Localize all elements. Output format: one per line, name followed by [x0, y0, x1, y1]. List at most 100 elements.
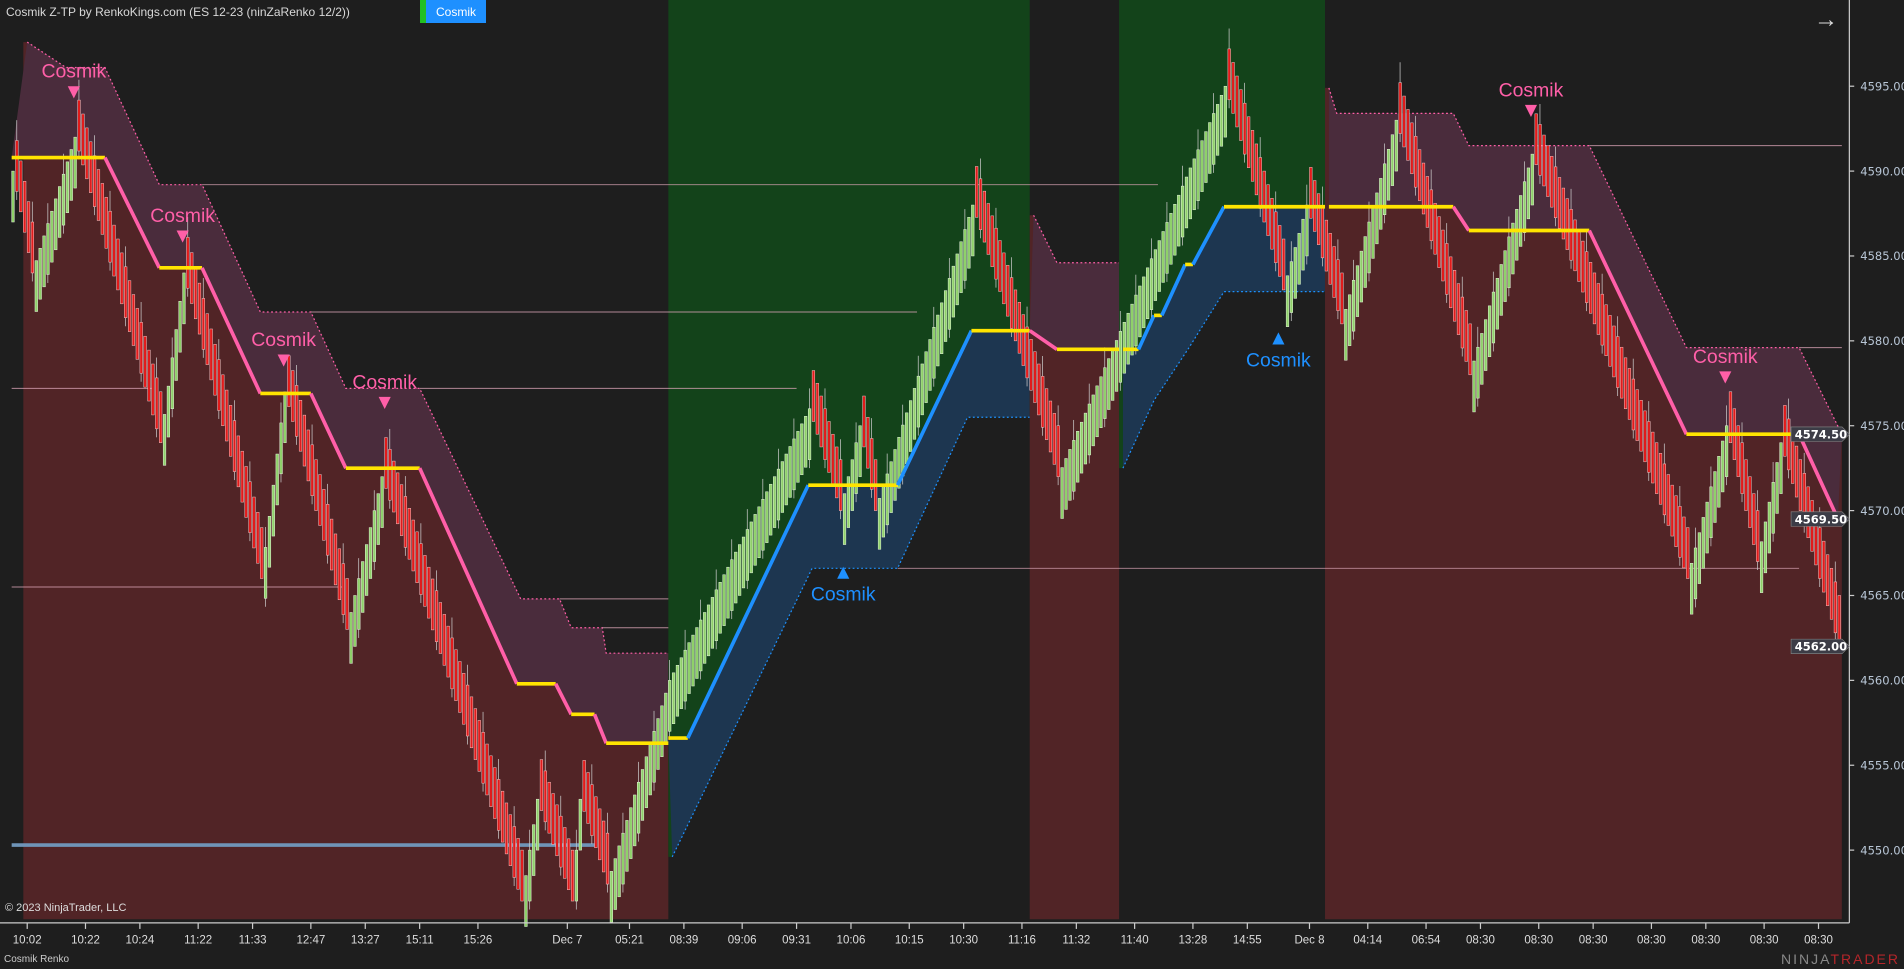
up-bar: [1371, 207, 1375, 259]
down-bar: [1752, 493, 1756, 545]
up-bar: [1130, 303, 1134, 356]
up-bar: [1149, 258, 1154, 310]
down-bar: [322, 489, 326, 541]
trailing-stop-segment: [103, 156, 161, 269]
down-bar: [1565, 198, 1569, 250]
up-bar: [357, 578, 361, 630]
x-tick-label: 15:11: [406, 935, 434, 947]
x-tick-label: 08:30: [1466, 935, 1495, 947]
x-tick-label: 13:27: [351, 935, 380, 947]
down-bar: [1025, 326, 1029, 379]
down-bar: [1740, 442, 1744, 494]
down-bar: [1002, 252, 1006, 305]
x-tick-label: 11:33: [239, 935, 267, 947]
signal-arrow-down-icon: [1719, 371, 1732, 384]
down-bar: [1569, 209, 1573, 261]
up-bar: [1087, 403, 1091, 456]
up-bar: [1530, 153, 1534, 206]
down-bar: [819, 395, 823, 448]
up-bar: [905, 412, 909, 464]
up-bar: [773, 476, 777, 528]
down-bar: [159, 391, 163, 443]
up-bar: [170, 357, 174, 409]
up-bar: [283, 391, 287, 443]
up-bar: [749, 521, 753, 574]
price-marker: [1790, 426, 1850, 442]
down-bar: [1243, 102, 1247, 155]
up-bar: [535, 798, 540, 851]
down-bar: [1332, 246, 1336, 298]
x-tick-label: 04:14: [1353, 935, 1382, 947]
up-bar: [699, 619, 703, 672]
cosmik-button[interactable]: Cosmik: [420, 0, 486, 23]
down-bar: [466, 684, 470, 737]
up-bar: [1367, 221, 1371, 274]
up-bar: [1690, 562, 1694, 615]
x-tick-label: 11:16: [1008, 935, 1036, 947]
down-bar: [77, 99, 81, 152]
up-bar: [675, 665, 680, 717]
x-tick-label: Dec 7: [552, 935, 582, 947]
down-bar: [594, 796, 598, 848]
down-bar: [147, 349, 151, 402]
arrow-right-icon[interactable]: →: [1814, 6, 1838, 33]
y-tick-label: 4595.00: [1860, 79, 1904, 93]
down-bar: [1406, 109, 1410, 161]
up-bar: [1146, 267, 1150, 319]
price-marker-label: 4569.50: [1795, 512, 1847, 526]
up-bar: [617, 845, 621, 898]
down-bar: [1585, 251, 1589, 303]
down-bar: [1631, 378, 1635, 431]
down-bar: [1231, 62, 1235, 114]
down-bar: [291, 370, 295, 422]
up-bar: [1709, 486, 1713, 539]
up-bar: [174, 329, 178, 381]
up-bar: [1351, 279, 1356, 332]
down-bar: [1464, 310, 1468, 362]
down-bar: [19, 160, 23, 213]
up-bar: [1515, 209, 1519, 261]
up-bar: [1721, 440, 1725, 493]
down-bar: [504, 802, 509, 855]
down-bar: [520, 849, 524, 902]
down-bar: [1581, 240, 1585, 293]
down-bar: [1227, 48, 1231, 101]
up-bar: [1301, 218, 1305, 271]
down-bar: [427, 566, 431, 619]
down-bar: [862, 395, 866, 448]
support-band: [1122, 206, 1326, 469]
y-tick-label: 4565.00: [1860, 589, 1904, 603]
up-bar: [625, 820, 629, 872]
up-bar: [1072, 440, 1076, 492]
up-bar: [714, 589, 718, 641]
up-bar: [361, 561, 365, 613]
down-bar: [104, 197, 108, 249]
down-bar: [543, 770, 547, 823]
up-bar: [38, 248, 42, 300]
up-bar: [574, 849, 579, 902]
up-bar: [69, 149, 73, 201]
up-bar: [633, 794, 637, 847]
down-bar: [1623, 357, 1628, 409]
down-bar: [1794, 445, 1799, 498]
down-bar: [139, 322, 143, 374]
down-bar: [190, 252, 194, 304]
up-bar: [42, 235, 46, 288]
down-bar: [1052, 413, 1056, 465]
up-bar: [671, 672, 676, 724]
x-tick-label: 10:24: [125, 935, 154, 947]
up-bar: [578, 798, 582, 851]
x-tick-label: 08:30: [1524, 935, 1553, 947]
down-bar: [508, 814, 512, 866]
down-bar: [388, 449, 392, 501]
up-bar: [932, 327, 936, 379]
signal-arrow-up-icon: [1272, 332, 1285, 345]
x-tick-label: 08:39: [669, 935, 698, 947]
down-bar: [298, 400, 303, 452]
up-bar: [61, 173, 66, 226]
down-bar: [469, 696, 474, 749]
down-bar: [598, 808, 602, 861]
up-bar: [757, 506, 761, 559]
up-bar: [1293, 247, 1297, 299]
